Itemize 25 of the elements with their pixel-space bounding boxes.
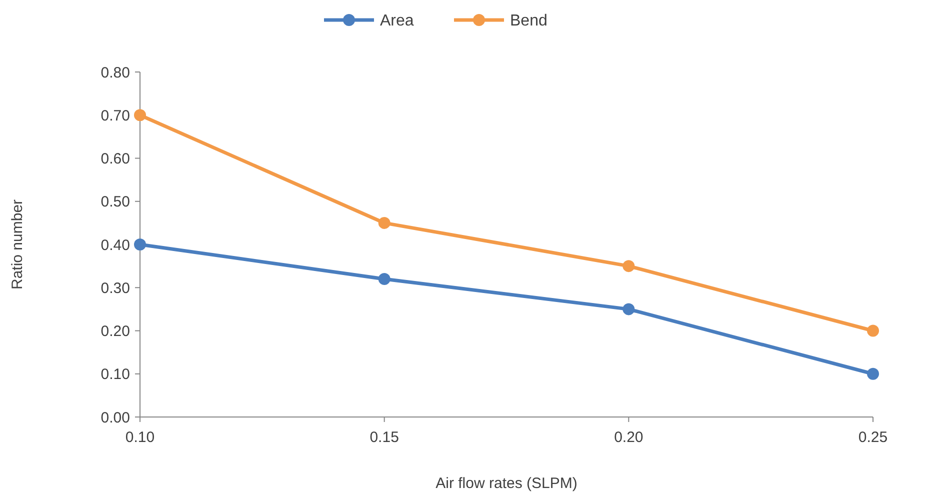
y-tick-label: 0.50 [100, 194, 130, 211]
y-axis-title: Ratio number [9, 199, 26, 290]
legend-label: Area [380, 12, 414, 30]
y-tick-label: 0.00 [100, 409, 130, 426]
point [622, 260, 635, 272]
y-tick-label: 0.60 [100, 150, 130, 168]
y-tick-label: 0.80 [100, 64, 130, 82]
x-tick-label: 0.10 [125, 429, 155, 446]
y-tick-label: 0.30 [100, 280, 130, 297]
y-tick-label: 0.20 [100, 323, 130, 340]
x-tick-label: 0.15 [370, 429, 399, 446]
legend-label: Bend [510, 12, 548, 30]
point [378, 216, 390, 229]
point [134, 238, 146, 250]
y-tick-label: 0.10 [100, 366, 130, 384]
point [134, 109, 146, 122]
x-tick-label: 0.20 [614, 429, 644, 446]
x-tick-label: 0.25 [858, 429, 888, 446]
point [867, 324, 879, 337]
point [622, 303, 635, 316]
x-axis-title: Air flow rates (SLPM) [436, 475, 578, 492]
point [867, 368, 879, 380]
point [378, 273, 390, 285]
y-tick-label: 0.70 [100, 107, 130, 124]
y-tick-label: 0.40 [100, 236, 130, 254]
